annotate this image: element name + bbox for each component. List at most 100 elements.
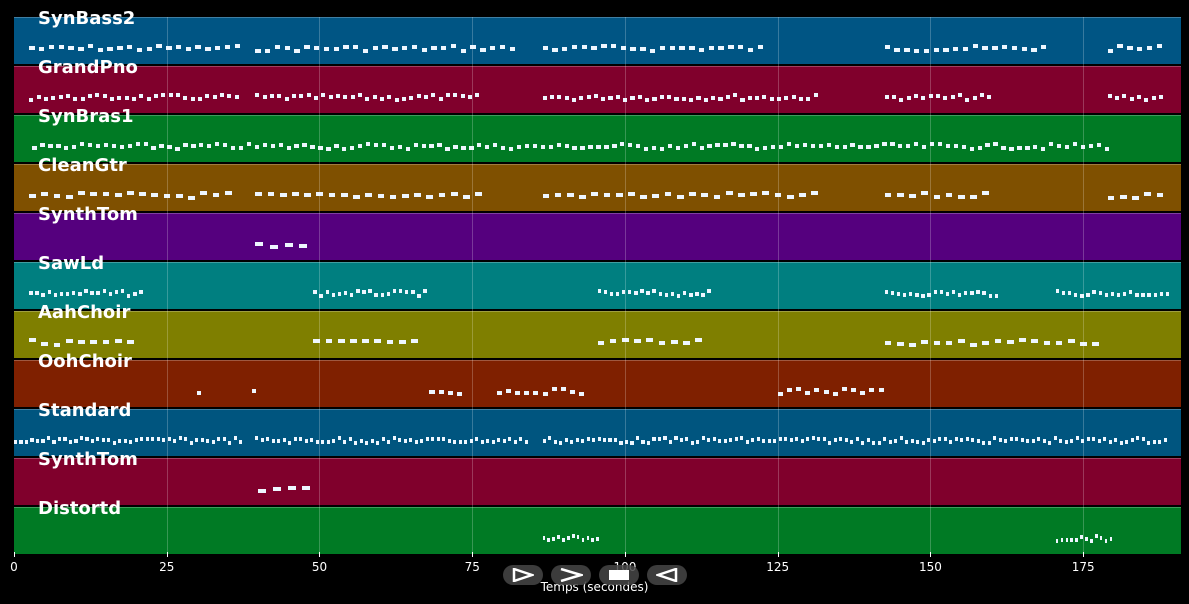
note	[533, 391, 539, 395]
note	[659, 147, 665, 151]
note	[791, 95, 796, 99]
note	[738, 193, 745, 197]
note	[114, 339, 122, 343]
note	[1141, 437, 1145, 441]
track-6: AahChoir	[14, 302, 1181, 358]
play-forward-button[interactable]	[503, 565, 543, 585]
note	[628, 192, 635, 196]
note	[426, 195, 434, 199]
note	[129, 440, 133, 444]
note	[909, 292, 913, 296]
note	[921, 441, 925, 445]
note	[747, 144, 752, 148]
note	[641, 440, 645, 444]
note	[1104, 539, 1108, 543]
note	[898, 144, 903, 148]
note	[233, 436, 237, 440]
note	[933, 290, 937, 294]
note	[701, 293, 705, 297]
note	[292, 192, 299, 196]
note	[635, 436, 639, 440]
note	[456, 392, 462, 396]
note	[304, 45, 310, 49]
note	[1020, 438, 1024, 442]
note	[313, 46, 320, 50]
note	[943, 96, 948, 100]
note	[778, 145, 784, 149]
note	[266, 437, 270, 441]
note	[333, 47, 339, 51]
note	[205, 94, 210, 98]
note	[401, 97, 406, 101]
note	[365, 97, 370, 101]
note	[624, 440, 628, 444]
note	[343, 440, 347, 444]
note	[971, 438, 975, 442]
note	[118, 439, 122, 443]
note	[921, 294, 925, 298]
note	[29, 194, 36, 198]
note	[1147, 441, 1151, 445]
note	[993, 436, 997, 440]
note	[156, 44, 162, 48]
note	[153, 94, 158, 98]
note	[90, 340, 98, 344]
note	[30, 438, 34, 442]
note	[252, 389, 256, 393]
piano-roll-area: SynBass2 GrandPno SynBras1 CleanGtr SynthTom…	[14, 8, 1181, 554]
note	[102, 94, 107, 98]
note	[1104, 147, 1109, 151]
note	[560, 387, 566, 391]
note	[1080, 342, 1087, 346]
note	[1043, 341, 1051, 345]
note	[668, 440, 672, 444]
note	[1055, 539, 1059, 543]
note	[707, 438, 711, 442]
note	[288, 441, 292, 445]
note	[965, 98, 970, 102]
fast-forward-button[interactable]	[551, 565, 591, 585]
note	[87, 94, 92, 98]
note	[542, 439, 546, 443]
note	[1006, 340, 1014, 344]
rewind-button[interactable]	[647, 565, 687, 585]
note	[274, 45, 281, 49]
note	[810, 144, 816, 148]
note	[559, 441, 563, 445]
x-tick-label: 175	[1071, 560, 1095, 574]
note	[56, 144, 61, 148]
note	[1070, 439, 1074, 443]
note	[1136, 436, 1140, 440]
note	[718, 97, 723, 101]
note	[409, 96, 414, 100]
note	[392, 47, 398, 51]
note	[72, 145, 77, 149]
note	[552, 48, 558, 52]
note	[389, 146, 395, 150]
note	[321, 440, 325, 444]
note	[1151, 96, 1156, 100]
note	[127, 45, 133, 49]
note	[78, 292, 82, 296]
note	[542, 392, 548, 396]
note	[1094, 534, 1098, 538]
note	[228, 441, 232, 445]
note	[786, 142, 792, 146]
stop-button[interactable]	[599, 565, 639, 585]
note	[553, 440, 557, 444]
note	[762, 95, 767, 99]
note	[1025, 146, 1030, 150]
note	[350, 146, 355, 150]
note	[359, 439, 363, 443]
note	[65, 195, 73, 199]
note	[325, 339, 333, 343]
note	[928, 94, 933, 98]
note	[866, 438, 870, 442]
note	[84, 289, 88, 293]
note	[657, 437, 661, 441]
note	[464, 440, 468, 444]
note	[414, 440, 418, 444]
note	[913, 94, 919, 98]
note	[620, 142, 625, 146]
note	[570, 390, 576, 394]
